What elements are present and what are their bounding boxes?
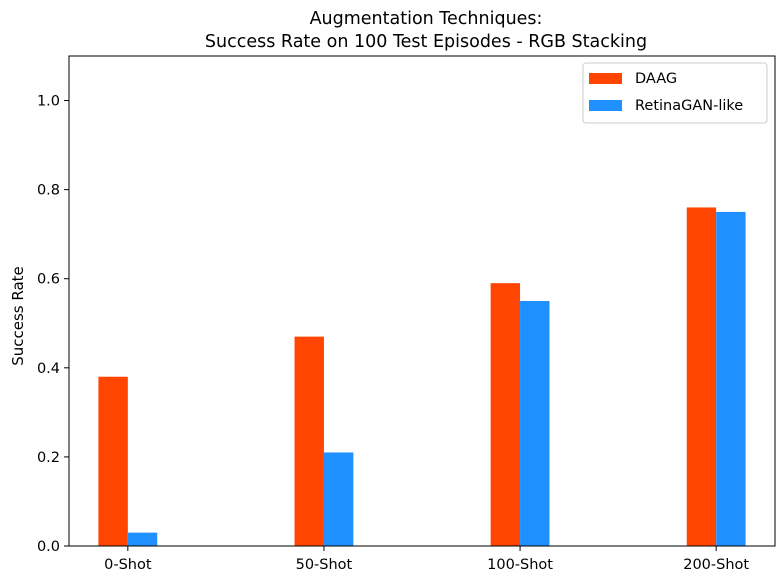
- x-tick-label: 200-Shot: [683, 557, 749, 573]
- y-tick-label: 0.8: [37, 183, 60, 199]
- legend: DAAG RetinaGAN-like: [582, 62, 768, 124]
- y-axis-label: Success Rate: [9, 266, 27, 366]
- x-tick-label: 100-Shot: [487, 557, 553, 573]
- x-tick-label: 0-Shot: [104, 557, 152, 573]
- y-tick-label: 0.2: [37, 450, 60, 466]
- legend-swatch: [589, 100, 622, 111]
- chart-title: Augmentation Techniques: Success Rate on…: [205, 9, 647, 52]
- bar-daag-0-shot: [98, 376, 128, 546]
- legend-swatch: [589, 73, 622, 84]
- legend-label: DAAG: [635, 71, 677, 87]
- bar-retinagan-like-50-shot: [323, 452, 354, 546]
- bars-layer: [98, 207, 746, 547]
- bar-retinagan-like-100-shot: [520, 301, 550, 546]
- legend-box: [582, 62, 768, 124]
- x-tick-label: 50-Shot: [296, 557, 353, 573]
- bar-daag-200-shot: [686, 207, 717, 547]
- bar-retinagan-like-200-shot: [716, 211, 746, 546]
- y-tick-label: 0.4: [37, 361, 60, 377]
- y-tick-label: 0.0: [37, 539, 60, 555]
- chart-title-line-2: Success Rate on 100 Test Episodes - RGB …: [205, 32, 647, 52]
- y-tick-label: 0.6: [37, 272, 60, 288]
- legend-label: RetinaGAN-like: [635, 98, 743, 114]
- axes-layer: 0.0 0.2 0.4 0.6 0.8 1.0 0-Shot 50-Shot 100-Shot 2…: [37, 55, 776, 573]
- bar-daag-100-shot: [490, 283, 521, 546]
- bar-daag-50-shot: [294, 336, 324, 546]
- y-tick-label: 1.0: [37, 94, 60, 110]
- bar-retinagan-like-0-shot: [127, 532, 158, 546]
- chart-title-line-1: Augmentation Techniques:: [310, 9, 543, 29]
- plot-frame: [68, 55, 776, 547]
